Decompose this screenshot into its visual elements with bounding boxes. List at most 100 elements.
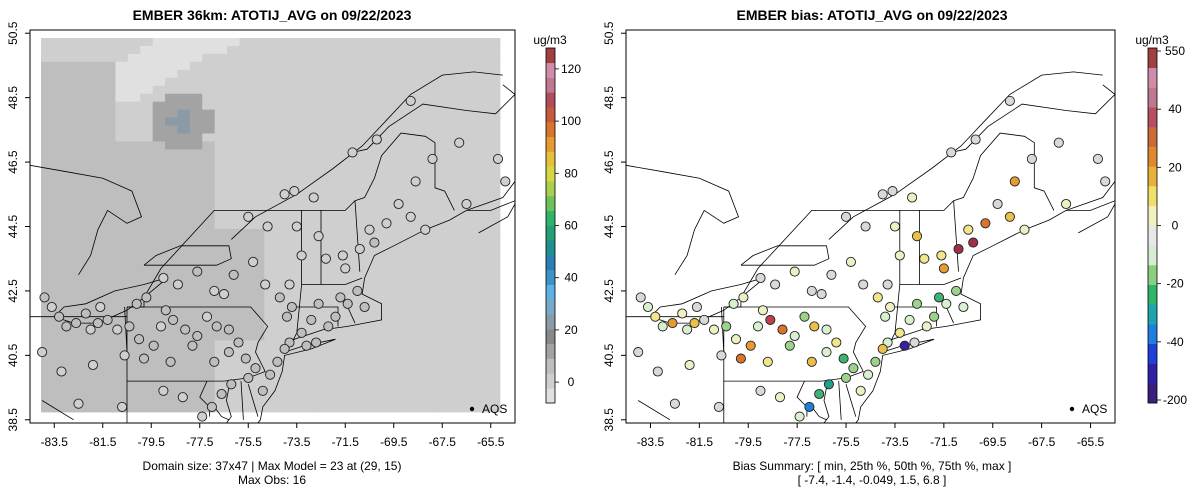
grid-cell (413, 133, 426, 142)
grid-cell (115, 316, 129, 325)
grid-cell (214, 141, 228, 150)
grid-cell (127, 221, 141, 230)
grid-cell (338, 380, 352, 389)
grid-cell (363, 38, 377, 47)
grid-cell (375, 149, 389, 158)
grid-cell (425, 308, 439, 317)
grid-cell (351, 157, 364, 166)
grid-cell (450, 404, 464, 413)
bias-site (877, 189, 888, 200)
grid-cell (103, 117, 116, 126)
bias-site (992, 198, 1003, 210)
grid-cell (239, 165, 253, 174)
grid-cell (90, 45, 104, 55)
grid-cell (103, 388, 116, 397)
grid-cell (251, 77, 265, 87)
grid-cell (363, 364, 377, 373)
grid-cell (65, 109, 79, 118)
left-panel: EMBER 36km: ATOTIJ_AVG on 09/22/2023 -83… (6, 7, 581, 487)
grid-cell (338, 101, 352, 111)
grid-cell (475, 157, 488, 166)
grid-cell (264, 45, 278, 55)
grid-cell (53, 117, 67, 126)
grid-cell (400, 77, 414, 87)
grid-cell (103, 284, 116, 294)
grid-cell (115, 276, 129, 286)
grid-cell (177, 276, 191, 286)
grid-cell (487, 292, 501, 301)
grid-cell (400, 181, 414, 190)
grid-cell (375, 348, 389, 357)
observation-site (281, 311, 293, 322)
grid-cell (437, 85, 451, 95)
grid-cell (375, 324, 389, 333)
grid-cell (437, 348, 451, 357)
grid-cell (487, 316, 501, 325)
grid-cell (103, 324, 116, 333)
grid-cell (264, 109, 278, 118)
grid-cell (41, 388, 54, 397)
boundary-line (626, 164, 740, 276)
grid-cell (413, 324, 426, 333)
grid-cell (165, 85, 178, 95)
grid-cell (437, 340, 451, 349)
bias-site (904, 314, 915, 325)
grid-cell (140, 268, 154, 278)
grid-cell (388, 236, 402, 246)
observation-site (352, 285, 363, 296)
y-tick-label: 48.5 (602, 86, 616, 110)
grid-cell (264, 93, 278, 103)
grid-cell (437, 125, 451, 134)
grid-cell (165, 38, 178, 47)
grid-cell (475, 205, 488, 214)
observation-site (206, 401, 217, 412)
grid-cell (301, 165, 315, 174)
grid-cell (313, 133, 327, 142)
grid-cell (41, 165, 54, 174)
grid-cell (78, 340, 92, 349)
grid-cell (450, 260, 464, 270)
grid-cell (450, 149, 464, 158)
grid-cell (276, 276, 290, 286)
bias-site (840, 211, 852, 222)
grid-cell (264, 316, 278, 325)
grid-cell (326, 125, 340, 134)
grid-cell (351, 165, 364, 174)
grid-cell (65, 340, 79, 349)
bias-site (804, 401, 815, 412)
grid-cell (413, 38, 426, 47)
grid-cell (90, 348, 104, 357)
grid-cell (437, 356, 451, 365)
grid-cell (152, 77, 166, 87)
boundary-line (213, 406, 230, 421)
grid-cell (214, 77, 228, 87)
bias-site (730, 334, 742, 345)
grid-cell (400, 228, 414, 238)
colorbar-segment (546, 151, 555, 167)
grid-cell (90, 372, 104, 381)
grid-cell (189, 45, 203, 55)
grid-cell (140, 396, 154, 405)
grid-cell (487, 324, 501, 333)
grid-cell (227, 133, 240, 142)
grid-cell (437, 300, 451, 309)
grid-cell (202, 69, 216, 79)
grid-cell (115, 69, 129, 79)
boundary-line (466, 181, 515, 211)
grid-cell (475, 38, 488, 47)
grid-cell (65, 388, 79, 397)
grid-cell (388, 316, 402, 325)
y-tick-label: 38.5 (6, 408, 20, 432)
grid-cell (140, 300, 154, 309)
grid-cell (313, 189, 327, 198)
grid-cell (227, 61, 240, 71)
observation-site (461, 198, 472, 210)
grid-cell (276, 93, 290, 103)
grid-cell (227, 101, 240, 111)
grid-cell (140, 61, 154, 71)
grid-cell (140, 109, 154, 118)
grid-cell (437, 173, 451, 182)
grid-cell (375, 181, 389, 190)
grid-cell (152, 292, 166, 301)
grid-cell (301, 117, 315, 126)
